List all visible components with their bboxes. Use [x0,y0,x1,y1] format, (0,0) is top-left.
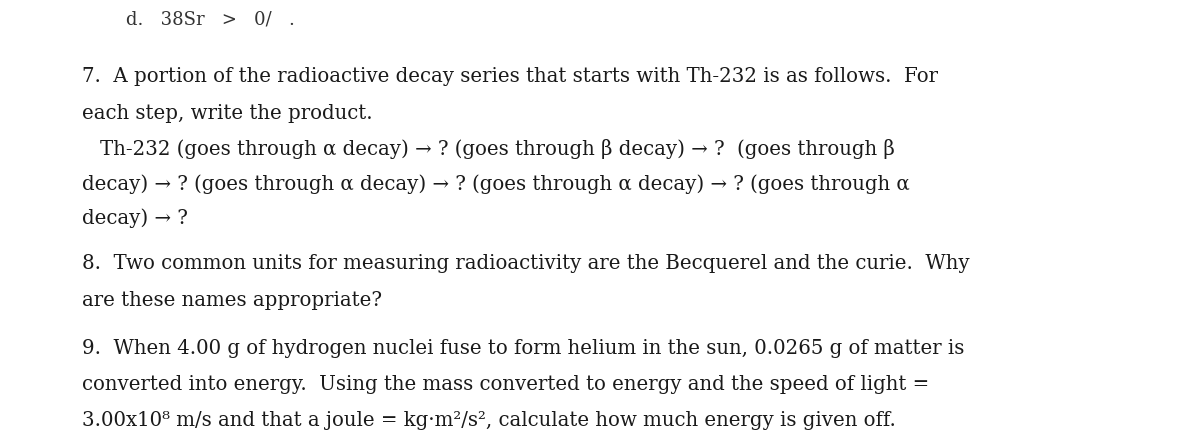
Text: 7.  A portion of the radioactive decay series that starts with Th-232 is as foll: 7. A portion of the radioactive decay se… [82,67,937,86]
Text: each step, write the product.: each step, write the product. [82,104,372,123]
Text: 9.  When 4.00 g of hydrogen nuclei fuse to form helium in the sun, 0.0265 g of m: 9. When 4.00 g of hydrogen nuclei fuse t… [82,339,964,358]
Text: d.   38Sr   >   0/   .: d. 38Sr > 0/ . [126,11,295,29]
Text: 8.  Two common units for measuring radioactivity are the Becquerel and the curie: 8. Two common units for measuring radioa… [82,254,970,273]
Text: decay) → ?: decay) → ? [82,208,187,228]
Text: Th-232 (goes through α decay) → ? (goes through β decay) → ?  (goes through β: Th-232 (goes through α decay) → ? (goes … [100,139,894,159]
Text: 3.00x10⁸ m/s and that a joule = kg·m²/s², calculate how much energy is given off: 3.00x10⁸ m/s and that a joule = kg·m²/s²… [82,410,895,429]
Text: are these names appropriate?: are these names appropriate? [82,291,382,310]
Text: converted into energy.  Using the mass converted to energy and the speed of ligh: converted into energy. Using the mass co… [82,374,929,393]
Text: decay) → ? (goes through α decay) → ? (goes through α decay) → ? (goes through α: decay) → ? (goes through α decay) → ? (g… [82,174,910,193]
